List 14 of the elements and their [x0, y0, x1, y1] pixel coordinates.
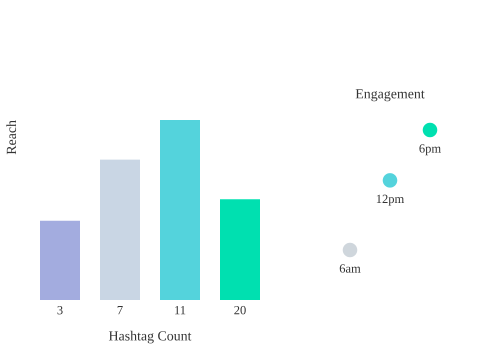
- bar: [220, 199, 260, 300]
- text: 12pm: [376, 194, 404, 206]
- x-tick-label: 11: [175, 306, 186, 314]
- bar: [160, 120, 200, 300]
- y-axis-title: Reach: [6, 120, 16, 154]
- x-tick-label: 7: [118, 306, 123, 314]
- x-tick-label: 3: [57, 306, 63, 314]
- text: Engagement: [356, 89, 425, 102]
- bar: [100, 160, 140, 300]
- bar: [40, 220, 80, 300]
- text: 6am: [340, 264, 361, 273]
- x-tick-label: 20: [234, 306, 246, 314]
- x-axis-title: Hashtag Count: [108, 330, 192, 344]
- text: 6pm: [419, 144, 441, 156]
